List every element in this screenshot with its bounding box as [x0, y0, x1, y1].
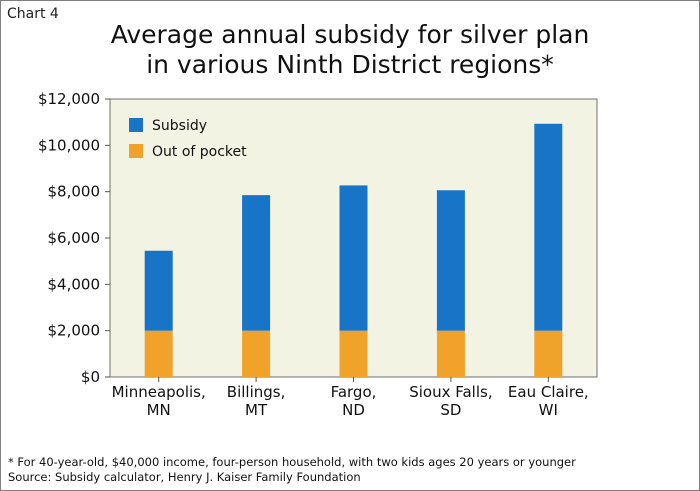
- footnote-source: Source: Subsidy calculator, Henry J. Kai…: [8, 470, 361, 484]
- x-tick-label: WI: [539, 401, 558, 419]
- bar-subsidy: [242, 195, 271, 331]
- chart-title: Average annual subsidy for silver plan i…: [0, 20, 700, 80]
- y-tick-label: $0: [81, 368, 100, 386]
- bar-subsidy: [339, 185, 368, 331]
- x-tick-label: Eau Claire,: [508, 383, 589, 401]
- legend-label-out-of-pocket: Out of pocket: [152, 144, 247, 160]
- chart-title-line-1: Average annual subsidy for silver plan: [110, 20, 590, 49]
- x-tick-label: Minneapolis,: [112, 383, 206, 401]
- bar-subsidy: [534, 123, 563, 331]
- chart-number-label: Chart 4: [7, 6, 59, 22]
- x-tick-label: Sioux Falls,: [409, 383, 492, 401]
- x-tick-label: Fargo,: [331, 383, 377, 401]
- bar-out-of-pocket: [242, 330, 271, 377]
- x-tick-label: MT: [245, 401, 268, 419]
- bar-out-of-pocket: [534, 330, 563, 377]
- x-tick-label: ND: [342, 401, 365, 419]
- bar-out-of-pocket: [144, 330, 173, 377]
- y-tick-label: $2,000: [48, 322, 101, 340]
- y-tick-label: $8,000: [48, 183, 101, 201]
- legend-swatch-out-of-pocket: [129, 144, 143, 158]
- footnotes: * For 40-year-old, $40,000 income, four-…: [8, 455, 576, 485]
- footnote-assumptions: * For 40-year-old, $40,000 income, four-…: [8, 455, 576, 469]
- legend-label-subsidy: Subsidy: [152, 118, 207, 134]
- y-tick-label: $6,000: [48, 229, 101, 247]
- y-tick-label: $12,000: [38, 90, 100, 108]
- bar-subsidy: [144, 250, 173, 331]
- x-tick-label: SD: [440, 401, 461, 419]
- chart-title-line-2: in various Ninth District regions*: [146, 50, 554, 79]
- bar-out-of-pocket: [436, 330, 465, 377]
- y-tick-label: $4,000: [48, 275, 101, 293]
- x-tick-label: Billings,: [227, 383, 286, 401]
- legend-swatch-subsidy: [129, 118, 143, 132]
- bar-subsidy: [436, 190, 465, 331]
- x-tick-label: MN: [147, 401, 171, 419]
- bar-out-of-pocket: [339, 330, 368, 377]
- y-tick-label: $10,000: [38, 136, 100, 154]
